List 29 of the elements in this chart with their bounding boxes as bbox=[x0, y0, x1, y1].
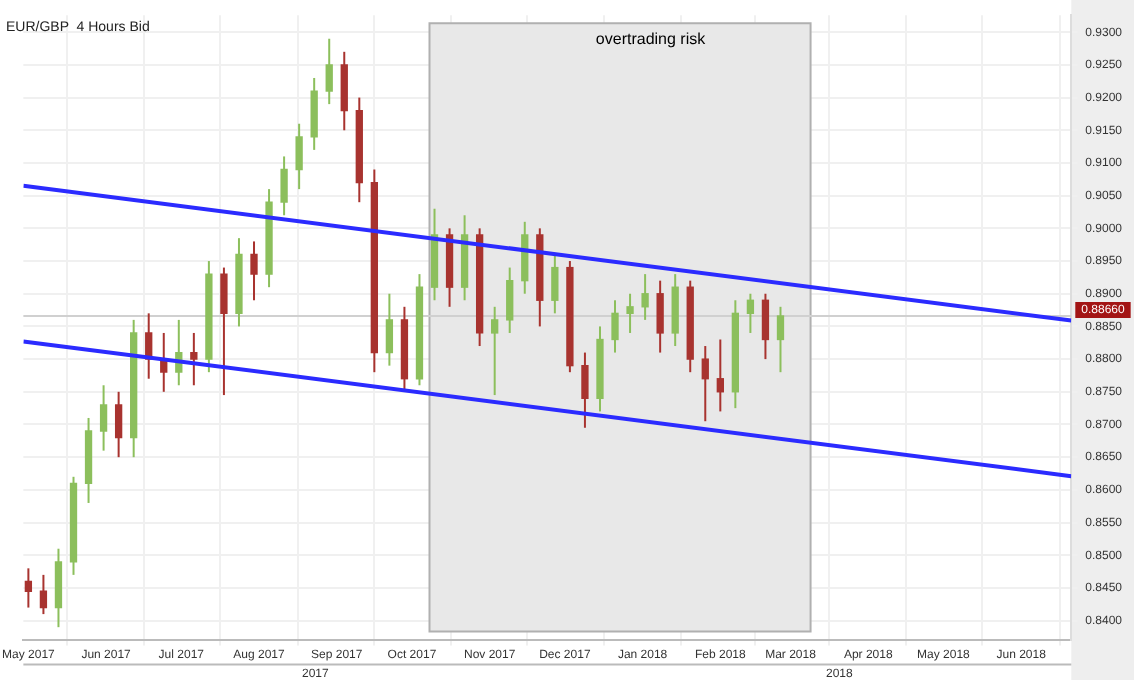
candlestick bbox=[385, 292, 394, 367]
candlestick bbox=[114, 390, 123, 459]
candlestick bbox=[611, 299, 619, 354]
candlestick bbox=[716, 338, 724, 413]
candlestick bbox=[310, 76, 318, 151]
candlestick bbox=[325, 37, 333, 106]
candlestick bbox=[190, 331, 198, 387]
candlestick bbox=[761, 292, 770, 361]
candlestick bbox=[39, 573, 48, 616]
candlestick bbox=[581, 351, 589, 429]
candlestick bbox=[626, 292, 634, 334]
candlestick bbox=[54, 547, 63, 629]
candlestick bbox=[295, 122, 303, 191]
candlestick bbox=[506, 266, 514, 334]
candlestick bbox=[491, 305, 499, 397]
candlestick bbox=[746, 292, 755, 334]
candlestick bbox=[551, 253, 559, 315]
candlestick bbox=[250, 240, 258, 302]
candlestick bbox=[99, 384, 108, 452]
candlestick bbox=[220, 266, 228, 397]
candlestick bbox=[776, 305, 785, 374]
candlestick bbox=[280, 155, 288, 217]
candlestick bbox=[671, 273, 679, 348]
candlestick bbox=[24, 567, 33, 609]
candlestick bbox=[656, 279, 664, 354]
band-label: overtrading risk bbox=[595, 29, 708, 48]
candlestick bbox=[641, 273, 649, 321]
candlestick bbox=[340, 50, 348, 132]
candlestick bbox=[701, 345, 709, 423]
